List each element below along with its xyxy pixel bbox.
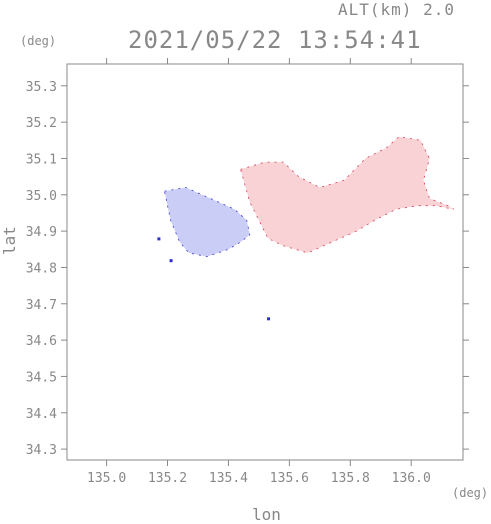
x-tick-label-3: 135.4: [209, 471, 248, 486]
plot-frame: [66, 63, 464, 461]
x-unit-label: (deg): [452, 486, 489, 500]
y-tick-label-5: 34.7: [26, 298, 57, 313]
y-tick-label-9: 35.1: [26, 152, 57, 167]
y-tick-label-10: 35.2: [26, 116, 57, 131]
echo-region-positive-2: [240, 136, 455, 254]
y-tick-label-1: 34.3: [26, 443, 57, 458]
x-tick-label-5: 135.8: [331, 471, 370, 486]
x-tick-label-1: 135.0: [87, 471, 126, 486]
isolated-point-2: [267, 317, 271, 321]
isolated-point-1: [157, 237, 161, 241]
x-tick-label-4: 135.6: [270, 471, 309, 486]
datetime-title: 2021/05/22 13:54:41: [128, 26, 422, 54]
y-tick-label-4: 34.6: [26, 334, 57, 349]
x-axis-label: lon: [252, 505, 281, 524]
y-tick-label-3: 34.5: [26, 370, 57, 385]
y-tick-label-7: 34.9: [26, 225, 57, 240]
isolated-point-3: [169, 259, 173, 263]
y-tick-label-11: 35.3: [26, 80, 57, 95]
x-tick-label-6: 136.0: [392, 471, 431, 486]
y-tick-label-2: 34.4: [26, 407, 57, 422]
echo-region-negative-1: [164, 187, 251, 258]
y-unit-label: (deg): [20, 34, 57, 48]
y-tick-label-6: 34.8: [26, 261, 57, 276]
y-tick-label-8: 35.0: [26, 189, 57, 204]
altitude-label: ALT(km) 2.0: [338, 0, 455, 19]
x-tick-label-2: 135.2: [148, 471, 187, 486]
